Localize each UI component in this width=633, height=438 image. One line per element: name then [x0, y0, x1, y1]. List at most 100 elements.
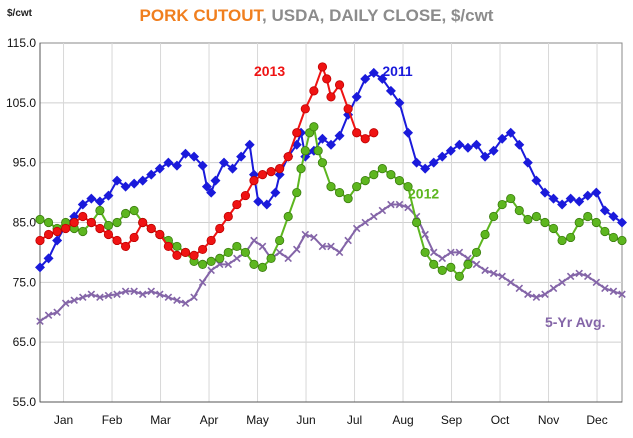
data-point-5-yr-avg [387, 200, 395, 209]
data-point-2012 [454, 271, 464, 281]
data-point-2011 [171, 160, 182, 171]
data-point-2011 [368, 67, 379, 78]
data-point-2013 [249, 176, 259, 186]
data-point-2012 [489, 211, 499, 222]
data-point-5-yr-avg [113, 290, 121, 299]
data-point-5-yr-avg [421, 230, 429, 239]
data-point-2012 [95, 205, 105, 216]
x-tick-label: Sep [441, 413, 463, 427]
data-point-5-yr-avg [104, 291, 113, 300]
chart-title-rest: , USDA, DAILY CLOSE, $/cwt [262, 6, 494, 25]
data-point-2011 [146, 169, 157, 180]
data-point-2011 [236, 151, 247, 162]
data-point-5-yr-avg [258, 242, 267, 251]
data-point-5-yr-avg [147, 287, 156, 296]
data-point-2011 [120, 181, 131, 192]
data-point-5-yr-avg [601, 284, 609, 293]
data-point-2013 [189, 250, 199, 261]
data-point-2012 [394, 176, 405, 186]
data-point-5-yr-avg [344, 236, 352, 245]
data-point-5-yr-avg [301, 230, 310, 239]
data-point-2012 [172, 241, 182, 252]
data-point-2013 [78, 211, 88, 222]
data-point-2013 [343, 104, 353, 114]
data-point-2011 [253, 196, 264, 207]
data-point-2013 [120, 241, 131, 252]
data-point-2013 [206, 235, 216, 246]
data-point-5-yr-avg [481, 266, 489, 275]
data-point-2012 [514, 205, 524, 216]
data-point-5-yr-avg [44, 311, 53, 320]
data-point-5-yr-avg [558, 278, 566, 287]
y-tick-label: 115.0 [7, 36, 36, 50]
data-point-2013 [215, 223, 225, 234]
data-point-5-yr-avg [515, 284, 524, 293]
data-point-2013 [146, 223, 156, 234]
data-point-2012 [548, 223, 559, 234]
data-point-5-yr-avg [87, 290, 96, 299]
data-point-2012 [411, 217, 422, 228]
data-point-5-yr-avg [250, 236, 258, 245]
data-point-5-yr-avg [164, 293, 173, 302]
data-point-2013 [95, 223, 105, 234]
data-point-2013 [103, 229, 114, 240]
data-point-2013 [52, 226, 62, 237]
data-point-2011 [591, 187, 602, 198]
data-point-2011 [437, 151, 448, 162]
data-point-2012 [377, 164, 387, 174]
data-point-2012 [120, 208, 131, 219]
data-point-2012 [420, 247, 430, 258]
data-point-5-yr-avg [96, 293, 104, 302]
data-point-5-yr-avg [292, 245, 301, 254]
data-point-2012 [283, 211, 293, 222]
data-point-5-yr-avg [455, 248, 464, 257]
data-point-2011 [617, 217, 627, 228]
data-point-2012 [506, 193, 516, 204]
data-point-5-yr-avg [173, 296, 181, 305]
series-label-2012: 2012 [408, 186, 439, 202]
x-tick-label: May [246, 413, 269, 427]
data-point-2011 [154, 163, 165, 174]
data-point-2012 [480, 229, 490, 240]
data-point-2012 [497, 199, 507, 210]
data-point-2011 [94, 196, 105, 207]
data-point-5-yr-avg [318, 242, 327, 251]
data-point-2013 [155, 229, 165, 240]
data-point-5-yr-avg [404, 203, 412, 212]
data-point-2012 [386, 170, 396, 180]
data-point-5-yr-avg [310, 233, 318, 242]
data-point-2011 [180, 148, 191, 159]
data-point-2012 [566, 232, 576, 243]
data-point-5-yr-avg [36, 317, 44, 325]
data-point-2013 [138, 217, 148, 228]
data-point-5-yr-avg [549, 284, 558, 293]
x-tick-label: Nov [538, 413, 559, 427]
data-point-2011 [103, 190, 114, 201]
data-point-5-yr-avg [429, 248, 438, 257]
data-point-2011 [480, 151, 491, 162]
data-point-2012 [103, 220, 114, 231]
data-point-5-yr-avg [156, 290, 164, 299]
y-tick-label: 65.0 [13, 335, 37, 349]
data-point-2013 [129, 232, 139, 243]
data-point-2013 [86, 217, 96, 228]
data-point-5-yr-avg [198, 278, 207, 287]
data-point-2012 [352, 182, 362, 192]
y-tick-label: 75.0 [13, 275, 37, 289]
data-point-2013 [69, 217, 79, 228]
data-point-5-yr-avg [609, 287, 618, 296]
data-point-2012 [317, 158, 328, 168]
data-point-2013 [352, 128, 362, 138]
data-point-2012 [300, 146, 310, 156]
data-point-5-yr-avg [395, 200, 404, 209]
data-point-2012 [608, 232, 619, 243]
data-point-5-yr-avg [61, 299, 70, 308]
data-point-2012 [232, 241, 242, 252]
data-point-5-yr-avg [541, 290, 549, 299]
data-point-2013 [198, 244, 208, 255]
data-point-5-yr-avg [284, 254, 292, 263]
data-point-2012 [429, 259, 439, 269]
data-point-2011 [420, 163, 431, 174]
data-point-2011 [574, 196, 585, 207]
data-point-2012 [249, 259, 259, 269]
